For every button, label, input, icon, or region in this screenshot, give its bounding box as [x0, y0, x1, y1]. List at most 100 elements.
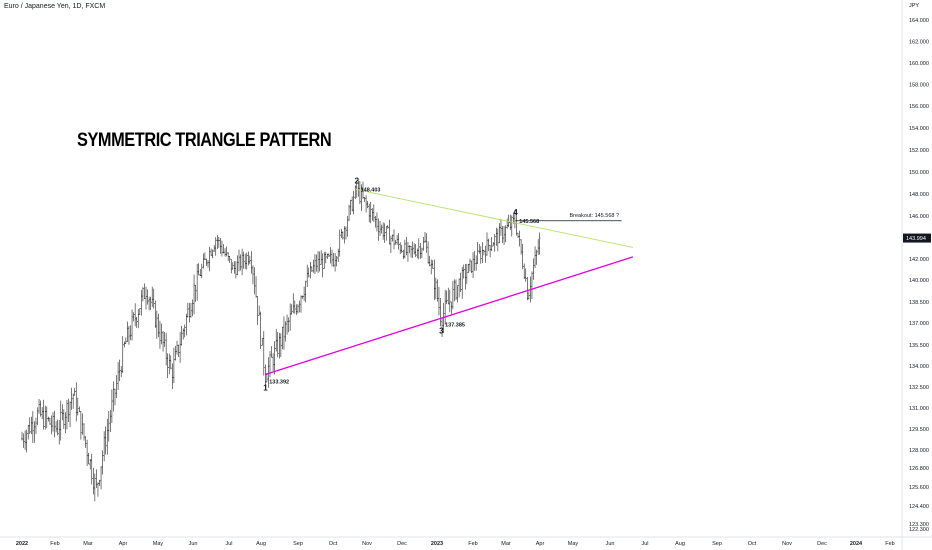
- ohlc-bar: [450, 301, 453, 315]
- ohlc-bar: [472, 252, 474, 279]
- ohlc-bar: [89, 459, 91, 470]
- pivot-number: 4: [513, 208, 518, 217]
- ohlc-bar: [261, 338, 264, 346]
- ohlc-bar: [112, 381, 115, 412]
- ohlc-bar: [80, 411, 82, 440]
- ohlc-bar: [517, 232, 519, 239]
- ohlc-bar: [163, 332, 166, 347]
- x-tick-label: Sep: [293, 541, 303, 547]
- ohlc-bar: [312, 259, 315, 273]
- x-tick-label: May: [153, 541, 164, 547]
- ohlc-bar: [490, 237, 493, 251]
- y-tick-label: 129.500: [909, 427, 929, 433]
- y-tick-label: 138.500: [909, 300, 929, 306]
- ohlc-bar: [247, 251, 250, 266]
- ohlc-bar: [484, 245, 487, 263]
- y-tick-label: 160.000: [909, 61, 929, 67]
- ohlc-bar: [393, 229, 395, 250]
- ohlc-bar: [49, 417, 51, 425]
- ohlc-bar: [55, 421, 57, 433]
- ohlc-bar: [238, 249, 240, 272]
- ohlc-bar: [524, 268, 527, 282]
- y-tick-label: 122.300: [909, 527, 929, 533]
- ohlc-bar: [196, 263, 198, 301]
- ohlc-bar: [284, 321, 287, 342]
- y-tick-label: 156.000: [909, 104, 929, 110]
- ohlc-bar: [394, 239, 397, 245]
- ohlc-bar: [213, 244, 215, 252]
- ohlc-bar: [363, 196, 366, 203]
- ohlc-bar: [221, 240, 223, 257]
- ohlc-bar: [249, 255, 251, 265]
- y-tick-label: 135.500: [909, 343, 929, 349]
- ohlc-bar: [230, 258, 233, 274]
- ohlc-bar: [208, 246, 211, 272]
- ohlc-bar: [504, 225, 507, 243]
- y-tick-label: 126.800: [909, 466, 929, 472]
- ohlc-bar: [414, 243, 417, 258]
- ohlc-bar: [219, 238, 222, 254]
- ohlc-bar: [526, 277, 529, 301]
- y-tick-label: 158.000: [909, 83, 929, 89]
- ohlc-bar: [411, 241, 414, 258]
- ohlc-bar: [100, 466, 102, 490]
- ohlc-bar: [523, 263, 525, 279]
- ohlc-bar: [348, 204, 350, 222]
- ohlc-bar: [126, 321, 129, 342]
- ohlc-bar: [187, 302, 189, 318]
- ohlc-bar: [495, 227, 498, 246]
- ohlc-bar: [294, 300, 296, 314]
- ohlc-bar: [314, 254, 316, 275]
- ohlc-bar: [421, 247, 423, 259]
- ohlc-bar: [118, 359, 121, 382]
- ohlc-bar: [444, 289, 446, 325]
- ohlc-bar: [123, 341, 126, 348]
- pivot-number: 1: [263, 384, 268, 393]
- ohlc-bar: [452, 280, 454, 310]
- ohlc-bar: [276, 331, 279, 358]
- ohlc-bar: [87, 453, 90, 465]
- y-tick-label: 134.000: [909, 364, 929, 370]
- x-tick-label: Jun: [189, 541, 198, 547]
- ohlc-bar: [190, 302, 192, 318]
- ohlc-bar: [244, 253, 246, 269]
- ohlc-bar: [303, 286, 305, 301]
- ohlc-bar: [366, 201, 369, 209]
- ohlc-bar: [42, 399, 45, 430]
- x-tick-label: Oct: [748, 541, 757, 547]
- ohlc-bar: [500, 218, 502, 236]
- ohlc-bar: [413, 243, 415, 255]
- ohlc-bar: [197, 263, 200, 276]
- ohlc-bar: [292, 293, 295, 314]
- ohlc-bar: [67, 398, 70, 423]
- ohlc-bar: [241, 248, 243, 276]
- ohlc-bar: [418, 238, 420, 260]
- ohlc-bar: [368, 203, 370, 223]
- ohlc-bar: [476, 242, 479, 264]
- ohlc-bar: [77, 397, 79, 416]
- ohlc-bar: [90, 453, 93, 485]
- ohlc-bar: [232, 262, 234, 270]
- ohlc-bar: [385, 226, 388, 241]
- x-tick-label: Feb: [50, 541, 59, 547]
- ohlc-bar: [311, 266, 313, 273]
- ohlc-bar: [270, 346, 273, 358]
- resistance-trendline: [356, 189, 634, 248]
- ohlc-bar: [397, 233, 400, 250]
- ohlc-bar: [214, 237, 217, 256]
- ohlc-bar: [365, 195, 367, 213]
- ohlc-bar: [318, 251, 321, 272]
- ohlc-bar: [521, 244, 524, 270]
- breakout-label: Breakout: 145.568 ?: [570, 213, 620, 219]
- ohlc-bar: [56, 419, 59, 436]
- ohlc-bar: [329, 247, 332, 264]
- ohlc-bar: [165, 332, 167, 366]
- ohlc-bar: [480, 246, 482, 264]
- y-tick-label: 137.000: [909, 321, 929, 327]
- x-tick-label: Dec: [817, 541, 827, 547]
- ohlc-bar: [253, 267, 256, 295]
- ohlc-bar: [289, 303, 291, 331]
- ohlc-bar: [115, 375, 118, 399]
